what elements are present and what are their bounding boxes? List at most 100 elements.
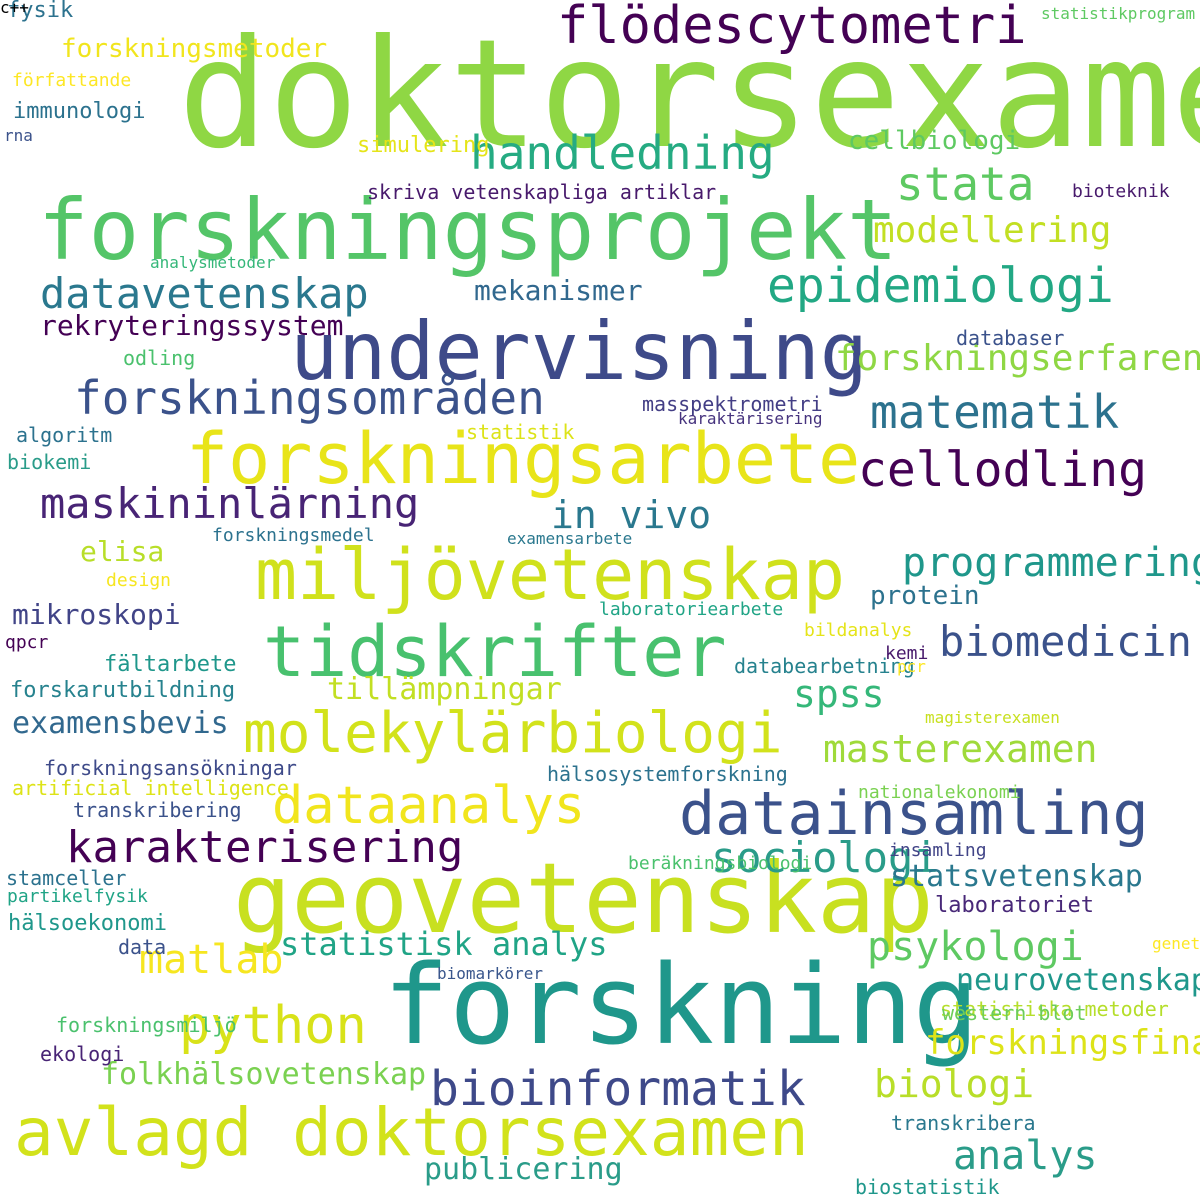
word-forskningsfinansiering: forskningsfinansiering — [925, 1023, 1200, 1063]
word-genetik: genetik — [1152, 934, 1200, 953]
word-masspektrometri: masspektrometri — [642, 392, 823, 416]
word-epidemiologi: epidemiologi — [767, 258, 1114, 314]
word-nationalekonomi: nationalekonomi — [858, 782, 1021, 803]
word-karaktarisering: karaktärisering — [678, 409, 823, 428]
word-tillampningar: tillämpningar — [327, 672, 562, 707]
word-laboratoriearbete: laboratoriearbete — [599, 599, 784, 620]
word-cellbiologi: cellbiologi — [848, 126, 1021, 156]
word-analysmetoder: analysmetoder — [150, 253, 276, 272]
word-stata: stata — [896, 157, 1035, 211]
word-psykologi: psykologi — [867, 924, 1084, 970]
word-in-vivo: in vivo — [551, 493, 712, 537]
word-analys: analys — [953, 1133, 1098, 1179]
word-matematik: matematik — [870, 385, 1120, 439]
word-biologi: biologi — [874, 1062, 1035, 1106]
word-tidskrifter: tidskrifter — [263, 611, 727, 693]
word-undervisning: undervisning — [290, 305, 868, 398]
word-kemi: kemi — [885, 643, 929, 664]
word-biokemi: biokemi — [7, 450, 92, 474]
word-examensarbete: examensarbete — [507, 529, 633, 548]
word-forskning: forskning — [383, 941, 980, 1069]
word-rna: rna — [4, 126, 33, 145]
word-pcr: pcr — [897, 657, 926, 676]
word-forskningsansokningar: forskningsansökningar — [44, 756, 297, 780]
word-programmering: programmering — [902, 540, 1200, 586]
word-sociologi: sociologi — [711, 833, 939, 882]
word-forskningsmedel: forskningsmedel — [212, 525, 375, 546]
word-spss: spss — [793, 672, 885, 716]
word-karakterisering: karakterisering — [66, 822, 464, 873]
word-forskarutbildning: forskarutbildning — [10, 678, 236, 703]
word-data: data — [118, 935, 167, 959]
word-cpp: c++ — [0, 0, 29, 17]
word-forskningsmiljo: forskningsmiljö — [56, 1013, 237, 1037]
word-handledning: handledning — [470, 126, 775, 180]
word-maskininlarning: maskininlärning — [40, 479, 420, 528]
word-fysik: fysik — [7, 0, 74, 23]
word-masterexamen: masterexamen — [823, 727, 1098, 771]
word-forskningsarbete: forskningsarbete — [186, 418, 861, 500]
word-biomarkorer: biomarkörer — [437, 964, 543, 983]
word-stamceller: stamceller — [6, 866, 127, 890]
word-transkribering: transkribering — [73, 798, 242, 822]
word-statistikprogram: statistikprogram — [1041, 4, 1196, 23]
word-mekanismer: mekanismer — [474, 274, 643, 307]
word-bioteknik: bioteknik — [1072, 181, 1170, 202]
word-algoritm: algoritm — [16, 423, 113, 447]
word-western-blot: western blot — [942, 1001, 1087, 1025]
word-datavetenskap: datavetenskap — [40, 269, 369, 318]
word-molekylarbiologi: molekylärbiologi — [243, 701, 783, 766]
word-bildanalys: bildanalys — [804, 620, 913, 641]
word-biomedicin: biomedicin — [939, 617, 1192, 666]
word-datainsamling: datainsamling — [679, 779, 1149, 849]
word-dataanalys: dataanalys — [272, 776, 586, 836]
word-partikelfysik: partikelfysik — [7, 886, 148, 907]
word-statistiska-metoder: statistiska metoder — [940, 997, 1169, 1021]
word-forskningserfarenhet: forskningserfarenhet — [835, 338, 1200, 379]
word-elisa: elisa — [80, 535, 165, 568]
word-transkribera: transkribera — [891, 1111, 1036, 1135]
word-statistisk-analys: statistisk analys — [280, 925, 608, 963]
word-bioinformatik: bioinformatik — [430, 1061, 806, 1117]
word-halsosystemforskning: hälsosystemforskning — [547, 762, 788, 786]
word-geovetenskap: geovetenskap — [233, 842, 934, 955]
word-biostatistik: biostatistik — [855, 1175, 1000, 1199]
word-qpcr: qpcr — [5, 632, 49, 653]
word-forskningsprojekt: forskningsprojekt — [38, 181, 898, 279]
word-databaser: databaser — [956, 326, 1065, 350]
word-berakningsbiologi: beräkningsbiologi — [628, 853, 813, 874]
word-modellering: modellering — [873, 210, 1112, 251]
word-statistik: statistik — [466, 420, 575, 444]
word-insamling: insamling — [889, 840, 987, 861]
word-doktorsexamen: doktorsexamen — [178, 8, 1200, 182]
word-ekologi: ekologi — [40, 1042, 125, 1066]
word-odling: odling — [123, 346, 196, 370]
word-artificial-intelligence: artificial intelligence — [12, 776, 289, 800]
word-mikroskopi: mikroskopi — [12, 598, 181, 631]
word-statsvetenskap: statsvetenskap — [890, 859, 1143, 894]
word-magisterexamen: magisterexamen — [925, 708, 1060, 727]
word-faltarbete: fältarbete — [104, 652, 237, 677]
word-miljovetenskap: miljövetenskap — [255, 534, 846, 616]
word-avlagd-doktorsexamen: avlagd doktorsexamen — [14, 1094, 809, 1171]
word-publicering: publicering — [424, 1152, 623, 1187]
word-laboratoriet: laboratoriet — [935, 893, 1094, 918]
word-cellodling: cellodling — [858, 442, 1147, 498]
word-design: design — [106, 570, 172, 591]
word-examensbevis: examensbevis — [12, 706, 229, 741]
word-flodescytometri: flödescytometri — [557, 0, 1027, 56]
word-protein: protein — [870, 581, 980, 611]
word-rekryteringssystem: rekryteringssystem — [40, 309, 344, 342]
word-forskningsmetoder: forskningsmetoder — [61, 34, 328, 64]
word-immunologi: immunologi — [13, 99, 146, 124]
word-forfattande: författande — [12, 70, 132, 91]
word-neurovetenskap: neurovetenskap — [956, 963, 1200, 998]
word-matlab: matlab — [139, 937, 284, 983]
word-python: python — [179, 996, 367, 1056]
word-forskningsomraden: forskningsområden — [74, 371, 545, 425]
word-halsoekonomi: hälsoekonomi — [8, 911, 167, 936]
word-simulering: simulering — [357, 133, 490, 158]
word-skriva-vetenskapliga-artiklar: skriva vetenskapliga artiklar — [367, 180, 717, 204]
word-folkhalsovetenskap: folkhälsovetenskap — [101, 1057, 427, 1092]
